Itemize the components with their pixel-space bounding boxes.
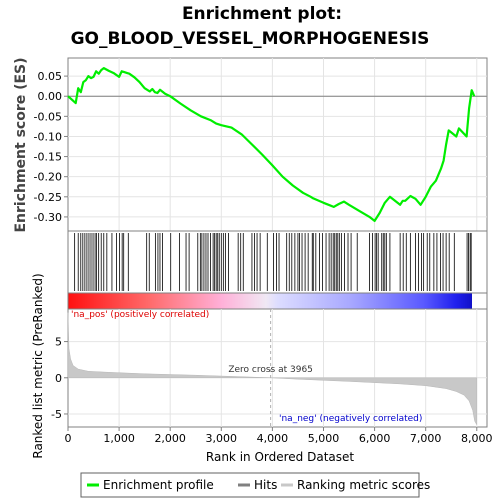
es-y-tick-label: -0.15: [34, 151, 62, 164]
metric-y-tick-label: 0: [55, 372, 62, 385]
es-y-tick-label: 0.00: [38, 90, 63, 103]
hit-markers: [74, 233, 472, 291]
legend-metric-label: Ranking metric scores: [297, 478, 430, 492]
chart-title-line2: GO_BLOOD_VESSEL_MORPHOGENESIS: [71, 29, 430, 49]
positive-correlation-label: 'na_pos' (positively correlated): [71, 310, 209, 320]
zero-cross-label: Zero cross at 3965: [228, 365, 313, 375]
rank-color-bar: [68, 293, 472, 309]
es-y-tick-label: -0.05: [34, 110, 62, 123]
legend-hits-label: Hits: [254, 478, 277, 492]
x-tick-label: 5,000: [308, 432, 340, 445]
es-y-tick-label: -0.25: [34, 191, 62, 204]
es-y-ticks: 0.05 0.00 -0.05 -0.10 -0.15 -0.20 -0.25 -0.30: [34, 70, 68, 224]
x-tick-label: 6,000: [359, 432, 391, 445]
x-axis-ticks: 0 1,000 2,000 3,000 4,000 5,000 6,000 7,000 8,00…: [65, 427, 493, 445]
x-tick-label: 1,000: [103, 432, 135, 445]
es-y-tick-label: 0.05: [38, 70, 63, 83]
x-tick-label: 2,000: [154, 432, 186, 445]
enrichment-profile-series: [67, 67, 476, 222]
metric-y-tick-label: 5: [55, 336, 62, 349]
es-panel: [67, 57, 488, 232]
x-axis-label: Rank in Ordered Dataset: [206, 450, 354, 464]
legend-profile-label: Enrichment profile: [103, 478, 214, 492]
es-y-tick-label: -0.10: [34, 130, 62, 143]
es-y-tick-label: -0.30: [34, 211, 62, 224]
metric-y-axis-label: Ranked list metric (PreRanked): [31, 273, 45, 458]
metric-panel: [67, 308, 488, 428]
x-tick-label: 8,000: [461, 432, 493, 445]
x-tick-label: 7,000: [410, 432, 442, 445]
x-tick-label: 4,000: [257, 432, 289, 445]
x-tick-label: 0: [65, 432, 72, 445]
es-y-tick-label: -0.20: [34, 171, 62, 184]
hits-panel: [67, 230, 488, 294]
negative-correlation-label: 'na_neg' (negatively correlated): [279, 414, 422, 424]
x-tick-label: 3,000: [206, 432, 238, 445]
metric-y-ticks: 5 0 -5: [51, 336, 68, 421]
metric-y-tick-label: -5: [51, 408, 62, 421]
enrichment-profile-line: [67, 67, 476, 222]
ranking-metric-area: [67, 312, 478, 426]
es-gridlines: [68, 58, 487, 231]
chart-title-line1: Enrichment plot:: [182, 4, 342, 24]
es-y-axis-label: Enrichment score (ES): [13, 57, 29, 232]
